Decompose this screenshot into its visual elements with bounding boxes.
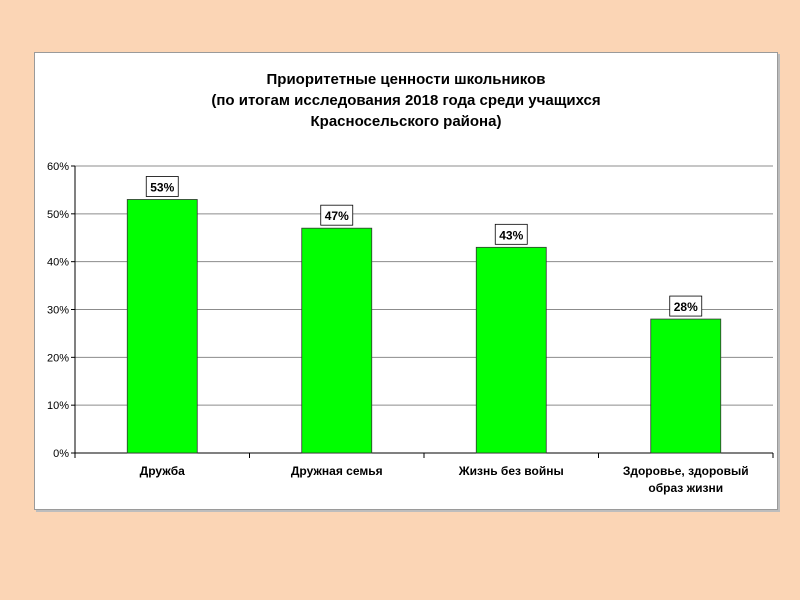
bar bbox=[650, 318, 722, 454]
category-label: Здоровье, здоровый bbox=[623, 464, 749, 478]
category-label: Дружба bbox=[140, 464, 185, 478]
chart-title-line-3: Красносельского района) bbox=[310, 113, 502, 130]
y-tick-label: 40% bbox=[47, 257, 69, 269]
bar bbox=[475, 246, 547, 454]
bar bbox=[301, 227, 373, 454]
bar-chart: 0% 10% 20% 30% 40% 50% 60% 53% Дружба 47% Дружная … bbox=[47, 161, 774, 495]
y-tick-label: 10% bbox=[47, 400, 69, 412]
chart-frame: Приоритетные ценности школьников (по ито… bbox=[34, 52, 778, 510]
bar bbox=[126, 199, 198, 454]
y-tick-label: 30% bbox=[47, 305, 69, 317]
data-label: 28% bbox=[674, 300, 698, 314]
chart-title-line-2: (по итогам исследования 2018 года среди … bbox=[211, 92, 601, 109]
data-label-box bbox=[669, 295, 703, 317]
y-tick-label: 0% bbox=[53, 448, 69, 460]
y-tick-label: 20% bbox=[47, 352, 69, 364]
y-tick-label: 60% bbox=[47, 161, 69, 173]
data-label-box bbox=[145, 176, 179, 197]
y-tick-label: 50% bbox=[47, 209, 69, 221]
data-label-box bbox=[494, 223, 528, 245]
category-label: Жизнь без войны bbox=[458, 464, 564, 478]
category-label: Дружная семья bbox=[291, 464, 383, 478]
data-label-box bbox=[320, 204, 354, 226]
data-label: 47% bbox=[325, 209, 349, 223]
chart-title: Приоритетные ценности школьников (по ито… bbox=[35, 69, 777, 132]
category-label: образ жизни bbox=[648, 481, 723, 495]
data-label: 43% bbox=[499, 228, 523, 242]
data-label: 53% bbox=[150, 180, 174, 194]
chart-title-line-1: Приоритетные ценности школьников bbox=[266, 71, 546, 88]
